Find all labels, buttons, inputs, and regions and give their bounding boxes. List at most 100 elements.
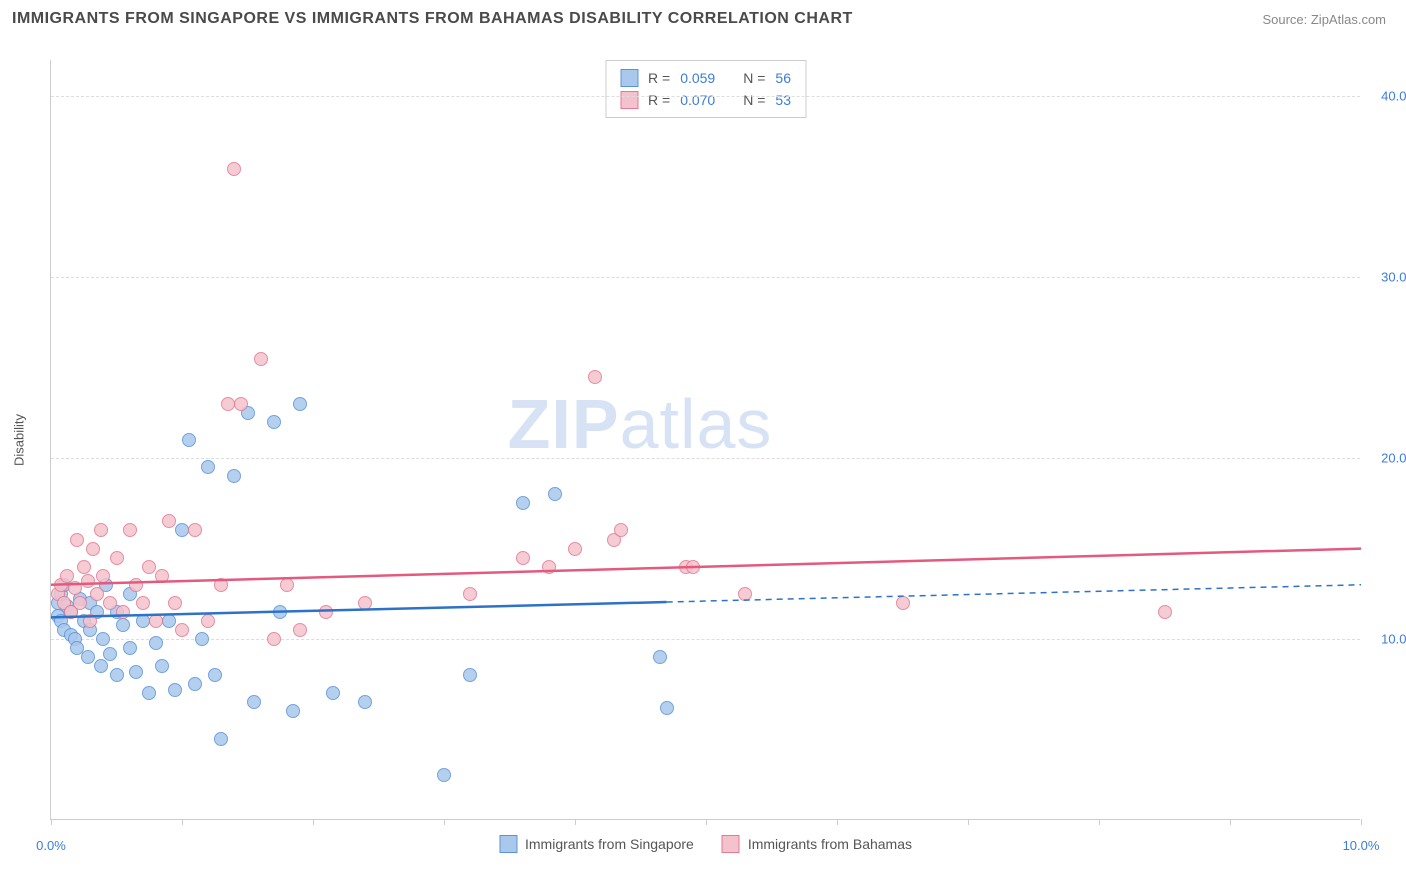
data-point (188, 523, 202, 537)
x-tick-label: 10.0% (1343, 838, 1380, 853)
legend-n-value: 53 (775, 92, 791, 108)
x-tick (182, 819, 183, 825)
y-tick-label: 40.0% (1381, 89, 1406, 104)
data-point (168, 683, 182, 697)
data-point (175, 623, 189, 637)
legend-item: Immigrants from Bahamas (722, 835, 912, 853)
gridline (51, 277, 1360, 278)
data-point (653, 650, 667, 664)
legend-stats-row: R = 0.059 N = 56 (620, 67, 791, 89)
x-tick (313, 819, 314, 825)
data-point (123, 641, 137, 655)
data-point (548, 487, 562, 501)
data-point (81, 574, 95, 588)
data-point (588, 370, 602, 384)
chart-title: IMMIGRANTS FROM SINGAPORE VS IMMIGRANTS … (12, 10, 853, 28)
data-point (149, 614, 163, 628)
data-point (516, 496, 530, 510)
data-point (516, 551, 530, 565)
data-point (738, 587, 752, 601)
legend-stats-box: R = 0.059 N = 56 R = 0.070 N = 53 (605, 60, 806, 118)
data-point (123, 523, 137, 537)
x-tick (444, 819, 445, 825)
x-tick (51, 819, 52, 825)
data-point (358, 596, 372, 610)
data-point (129, 665, 143, 679)
data-point (234, 397, 248, 411)
data-point (267, 632, 281, 646)
legend-stats-row: R = 0.070 N = 53 (620, 89, 791, 111)
data-point (227, 162, 241, 176)
data-point (542, 560, 556, 574)
y-tick-label: 10.0% (1381, 632, 1406, 647)
data-point (155, 569, 169, 583)
data-point (201, 614, 215, 628)
data-point (660, 701, 674, 715)
y-tick-label: 30.0% (1381, 270, 1406, 285)
data-point (182, 433, 196, 447)
data-point (149, 636, 163, 650)
gridline (51, 639, 1360, 640)
data-point (326, 686, 340, 700)
x-tick-label: 0.0% (36, 838, 66, 853)
y-axis-label: Disability (12, 413, 27, 465)
data-point (83, 614, 97, 628)
data-point (90, 587, 104, 601)
x-tick (575, 819, 576, 825)
data-point (96, 569, 110, 583)
x-tick (837, 819, 838, 825)
data-point (319, 605, 333, 619)
data-point (568, 542, 582, 556)
data-point (214, 732, 228, 746)
data-point (162, 614, 176, 628)
data-point (195, 632, 209, 646)
data-point (116, 605, 130, 619)
data-point (293, 623, 307, 637)
data-point (68, 581, 82, 595)
data-point (254, 352, 268, 366)
data-point (60, 569, 74, 583)
data-point (221, 397, 235, 411)
legend-swatch (620, 69, 638, 87)
y-tick-label: 20.0% (1381, 451, 1406, 466)
legend-swatch (499, 835, 517, 853)
data-point (286, 704, 300, 718)
data-point (136, 596, 150, 610)
legend-n-label: N = (743, 70, 765, 86)
data-point (896, 596, 910, 610)
legend-bottom: Immigrants from Singapore Immigrants fro… (499, 835, 912, 853)
legend-label: Immigrants from Singapore (525, 836, 694, 852)
data-point (73, 596, 87, 610)
data-point (103, 647, 117, 661)
legend-n-label: N = (743, 92, 765, 108)
data-point (208, 668, 222, 682)
data-point (293, 397, 307, 411)
data-point (142, 686, 156, 700)
legend-label: Immigrants from Bahamas (748, 836, 912, 852)
legend-r-label: R = (648, 92, 670, 108)
data-point (70, 533, 84, 547)
data-point (162, 514, 176, 528)
data-point (273, 605, 287, 619)
data-point (686, 560, 700, 574)
data-point (247, 695, 261, 709)
data-point (463, 587, 477, 601)
data-point (280, 578, 294, 592)
data-point (86, 542, 100, 556)
data-point (94, 523, 108, 537)
data-point (77, 560, 91, 574)
data-point (110, 551, 124, 565)
data-point (136, 614, 150, 628)
gridline (51, 96, 1360, 97)
data-point (96, 632, 110, 646)
data-point (1158, 605, 1172, 619)
legend-r-value: 0.070 (680, 92, 715, 108)
data-point (168, 596, 182, 610)
data-point (267, 415, 281, 429)
watermark: ZIPatlas (508, 384, 773, 464)
legend-swatch (620, 91, 638, 109)
data-point (614, 523, 628, 537)
chart-source: Source: ZipAtlas.com (1262, 12, 1386, 27)
legend-r-label: R = (648, 70, 670, 86)
data-point (437, 768, 451, 782)
